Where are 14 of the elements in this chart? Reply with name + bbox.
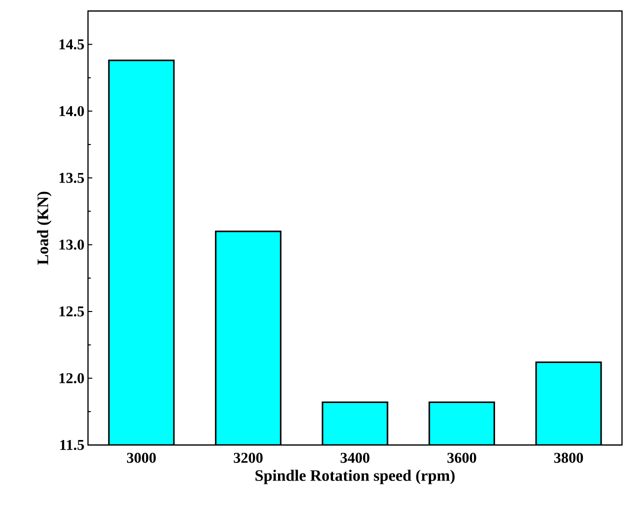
y-tick-label: 12.0 (60, 373, 84, 384)
x-tick-label: 3600 (447, 452, 476, 463)
x-axis-title: Spindle Rotation speed (rpm) (256, 470, 455, 484)
x-tick-label: 3800 (554, 452, 583, 463)
y-tick-label: 14.5 (60, 39, 84, 50)
x-tick-label: 3400 (340, 452, 370, 463)
y-tick-label: 14.0 (60, 106, 84, 116)
x-tick-label: 3000 (127, 452, 156, 463)
y-tick-label: 13.0 (60, 240, 84, 250)
x-tick-label: 3200 (234, 452, 263, 463)
y-tick-label: 13.5 (60, 172, 84, 183)
y-tick-label: 12.5 (60, 306, 84, 317)
y-axis-title: Load (KN) (37, 192, 52, 265)
y-tick-label: 11.5 (60, 440, 84, 450)
